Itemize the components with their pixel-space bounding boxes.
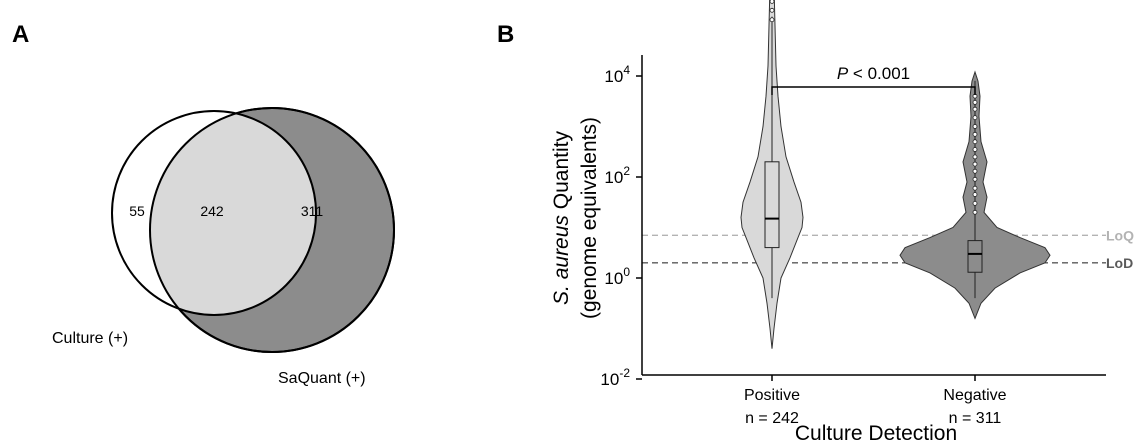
outlier-negative-3 [972,185,978,191]
outlier-positive-2 [769,17,775,23]
reference-label-lod: LoD [1106,255,1133,271]
x-axis-label: Culture Detection [795,422,957,442]
reference-label-loq: LoQ [1106,227,1134,243]
x-tick-label-negative: Negative [943,387,1006,404]
outlier-negative-12 [972,115,978,121]
outlier-negative-8 [972,147,978,152]
significance-value: < 0.001 [848,64,910,83]
outlier-negative-5 [972,168,978,174]
outlier-negative-4 [972,176,978,182]
significance-label: P < 0.001 [837,64,910,83]
y-tick-label-3: 104 [604,63,630,86]
x-tick-label-positive: Positive [744,387,800,404]
outlier-positive-0 [769,0,775,4]
outlier-negative-11 [972,124,978,129]
box-positive [764,161,780,249]
y-axis-label-rest: Quantity [550,131,573,216]
venn-label-culture: Culture (+) [52,330,128,347]
venn-circle-saquant-outline [149,107,395,353]
x-tick-n-positive: n = 242 [745,410,799,427]
y-axis-label-line1: S. aureus Quantity [550,131,573,305]
y-tick-label-1: 100 [604,265,630,288]
significance-bracket [771,86,976,95]
outlier-negative-13 [972,106,978,112]
outlier-negative-14 [972,100,978,105]
venn-count-saquant-only: 311 [301,203,324,219]
y-tick-label-0: 10-2 [600,366,630,389]
y-axis-label-line2: (genome equivalents) [578,117,601,319]
box-negative [967,240,983,273]
venn-label-saquant: SaQuant (+) [278,370,366,387]
y-axis-label-italic: S. aureus [550,215,573,305]
outlier-negative-1 [972,201,978,206]
outlier-positive-1 [769,7,775,13]
outlier-negative-2 [972,192,978,197]
venn-diagram: 55 242 311 Culture (+) SaQuant (+) [52,107,395,387]
panel-a-label: A [12,21,29,48]
venn-count-culture-only: 55 [129,203,145,219]
outlier-negative-10 [972,131,978,137]
outlier-negative-6 [972,161,978,167]
significance-p: P [837,64,849,83]
outlier-negative-0 [972,209,978,215]
x-tick-n-negative: n = 311 [949,410,1002,427]
outlier-negative-7 [972,154,978,160]
y-tick-label-2: 102 [604,164,630,187]
venn-circle-culture-outline [111,110,317,316]
panel-b-label: B [497,21,514,48]
outlier-negative-9 [972,139,978,145]
venn-count-intersection: 242 [200,203,224,219]
